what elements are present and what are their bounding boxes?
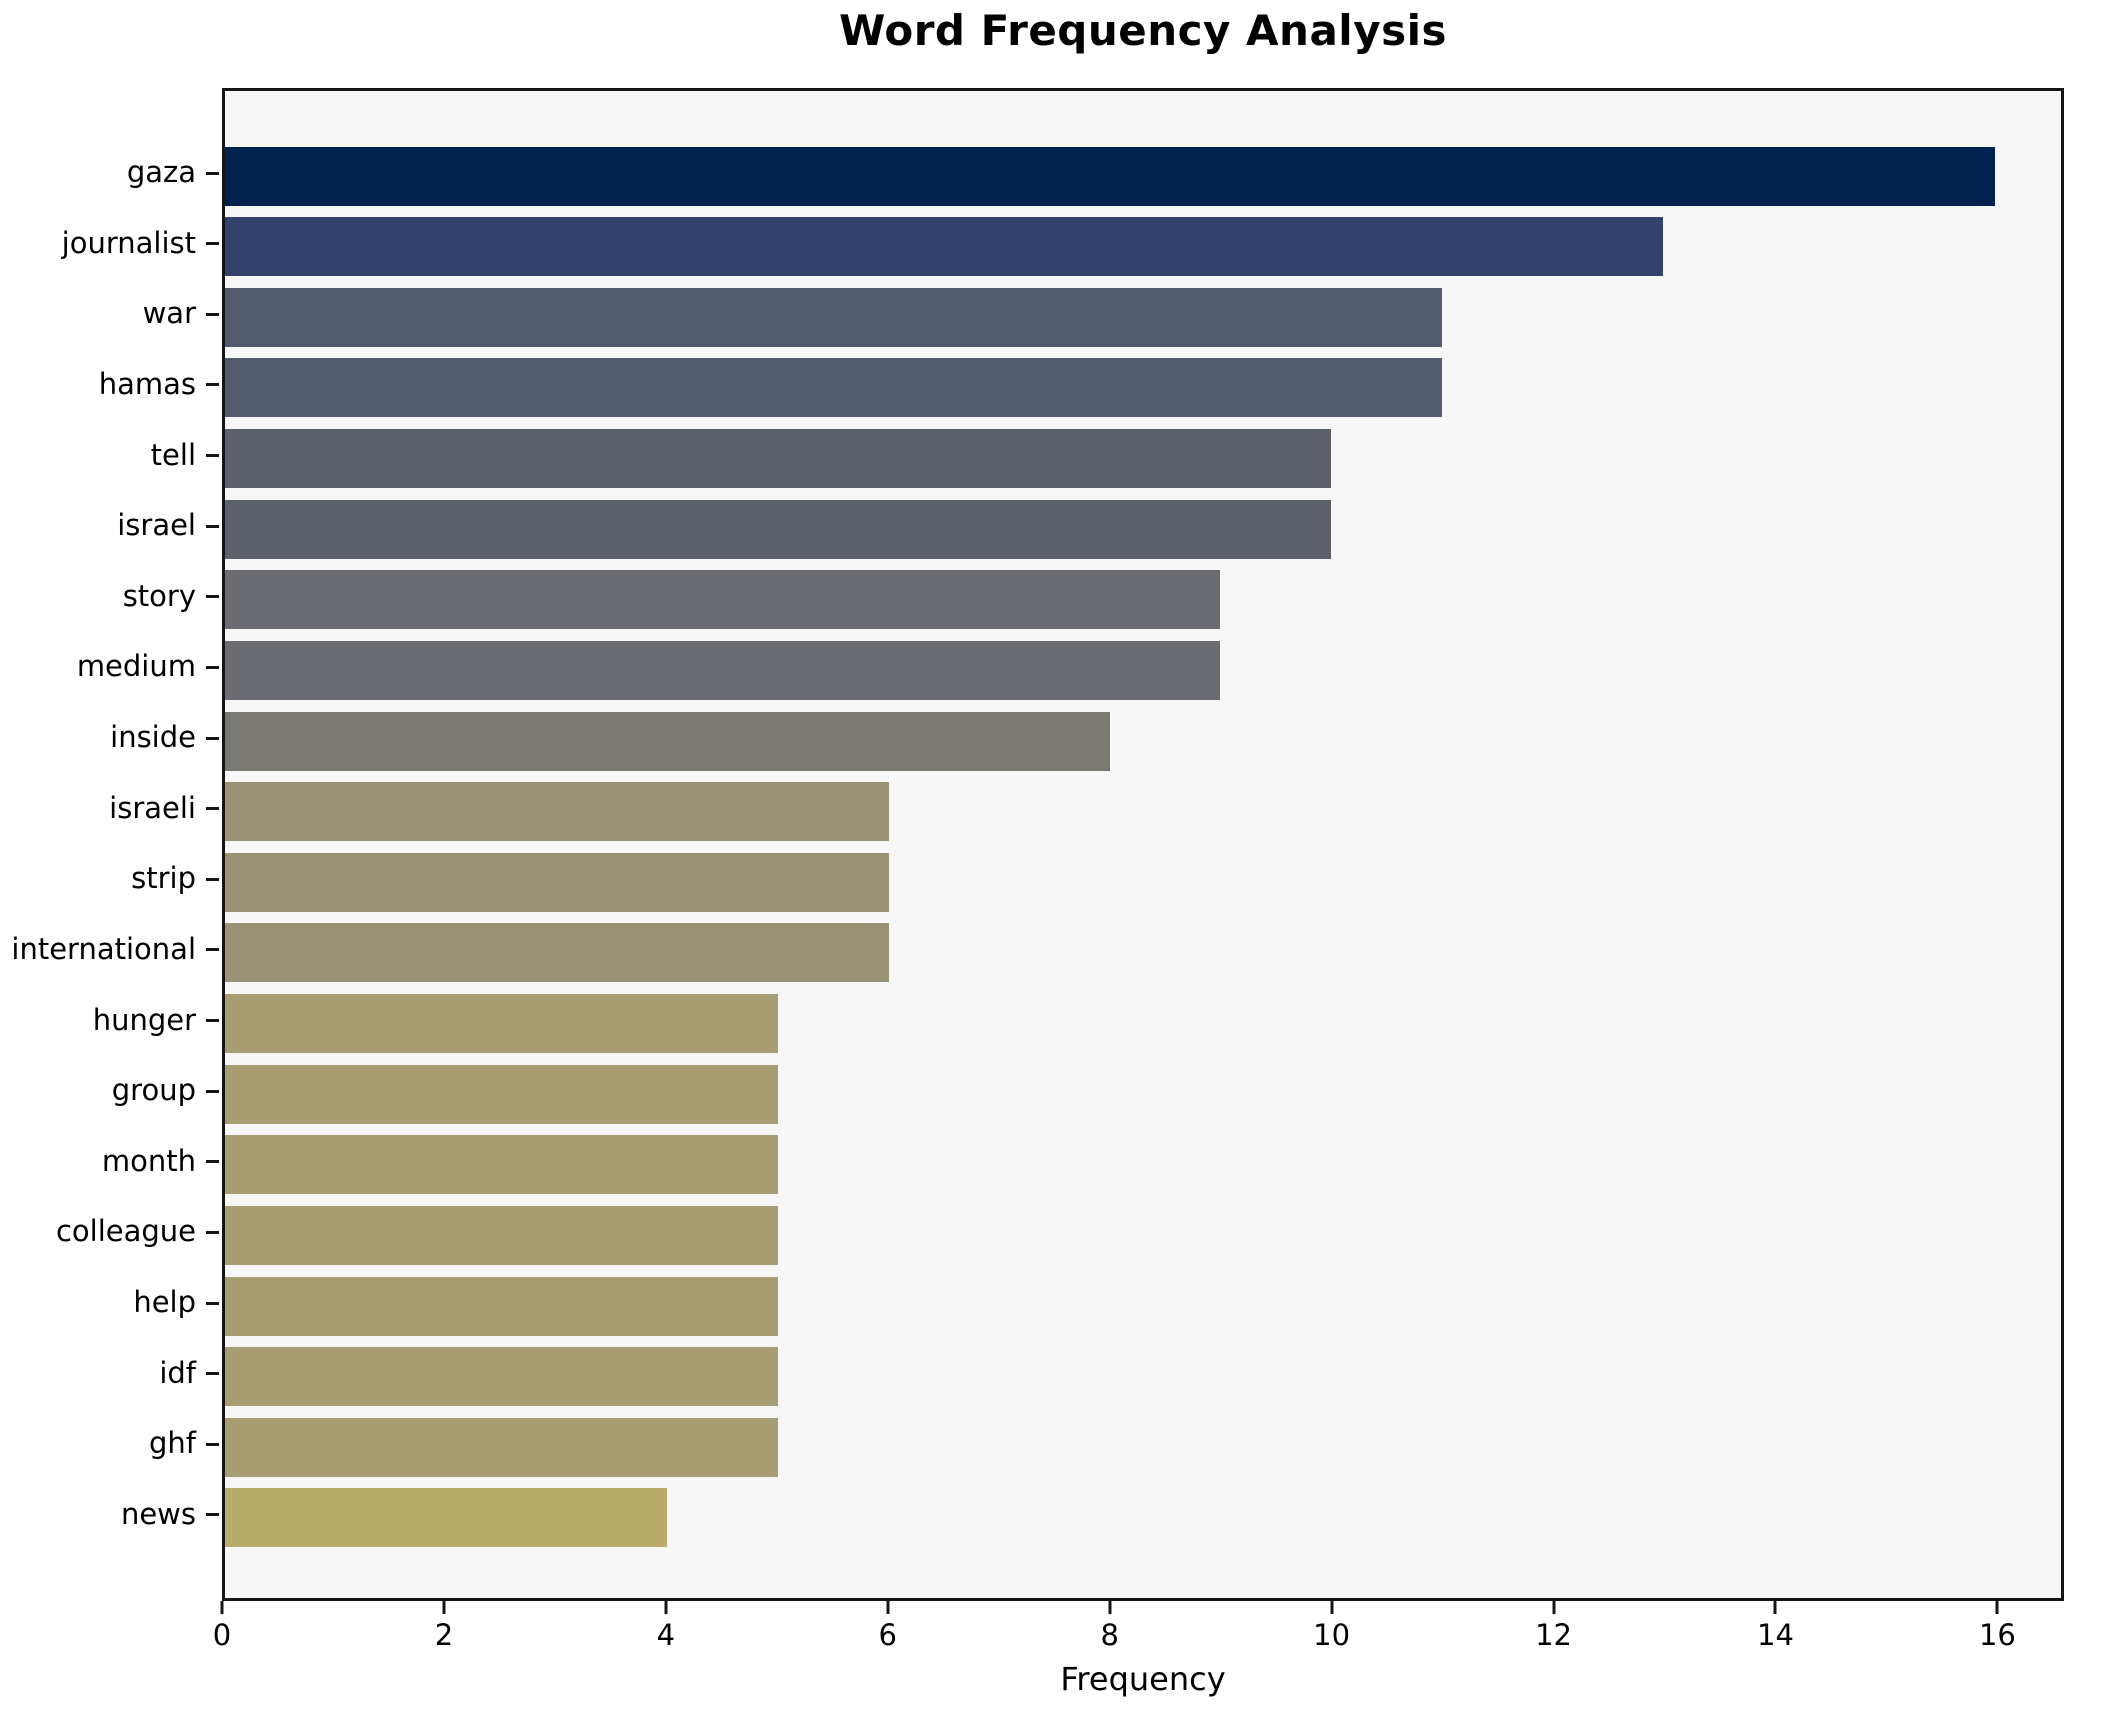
y-tick-help [206, 1301, 219, 1305]
bar-hamas [225, 358, 1442, 418]
y-label-ghf: ghf [149, 1426, 196, 1461]
bar-tell [225, 429, 1332, 489]
x-ticklabel-4: 4 [656, 1618, 676, 1652]
y-tick-journalist [206, 242, 219, 246]
chart-title: Word Frequency Analysis [839, 6, 1447, 55]
x-ticklabel-6: 6 [878, 1618, 898, 1652]
x-tick-14 [1773, 1601, 1777, 1614]
y-tick-strip [206, 877, 219, 881]
y-label-gaza: gaza [126, 155, 196, 189]
y-tick-gaza [206, 171, 219, 175]
y-tick-medium [206, 665, 219, 669]
y-tick-month [206, 1160, 219, 1164]
bar-strip [225, 852, 889, 912]
y-label-idf: idf [159, 1355, 196, 1390]
x-tick-8 [1108, 1601, 1112, 1614]
x-ticklabel-10: 10 [1313, 1618, 1351, 1652]
y-tick-war [206, 312, 219, 316]
bar-month [225, 1135, 778, 1195]
y-label-journalist: journalist [61, 225, 196, 260]
y-tick-ghf [206, 1442, 219, 1446]
y-label-month: month [101, 1143, 196, 1178]
y-tick-idf [206, 1372, 219, 1376]
y-label-hamas: hamas [98, 366, 196, 401]
y-tick-israel [206, 524, 219, 528]
y-label-strip: strip [131, 861, 196, 896]
y-label-story: story [122, 578, 196, 613]
x-tick-0 [220, 1601, 224, 1614]
x-ticklabel-0: 0 [212, 1618, 232, 1652]
x-ticklabel-14: 14 [1757, 1618, 1794, 1652]
bar-israeli [225, 782, 889, 842]
y-axis-ticks [206, 88, 222, 1601]
x-tick-16 [1995, 1601, 1999, 1614]
y-label-colleague: colleague [55, 1214, 196, 1249]
y-label-inside: inside [110, 720, 196, 755]
bar-ghf [225, 1417, 778, 1477]
x-tick-4 [664, 1601, 668, 1614]
y-label-israel: israel [117, 508, 196, 543]
bar-gaza [225, 146, 1995, 206]
x-axis-ticks [220, 1601, 2064, 1615]
bar-story [225, 570, 1221, 630]
y-tick-hamas [206, 383, 219, 387]
y-tick-group [206, 1089, 219, 1093]
x-axis-ticklabels: 0 2 4 6 8 10 12 14 16 [213, 1618, 2064, 1652]
x-tick-12 [1552, 1601, 1556, 1614]
y-label-tell: tell [150, 437, 196, 472]
bar-colleague [225, 1205, 778, 1265]
bar-israel [225, 499, 1332, 559]
bar-inside [225, 711, 1110, 771]
bar-international [225, 923, 889, 983]
x-ticklabel-12: 12 [1535, 1618, 1573, 1652]
x-axis-title: Frequency [1060, 1660, 1226, 1698]
y-label-israeli: israeli [109, 790, 196, 825]
y-label-international: international [11, 931, 196, 966]
bar-idf [225, 1347, 778, 1407]
y-tick-international [206, 948, 219, 952]
y-label-war: war [142, 296, 196, 331]
y-label-hunger: hunger [92, 1002, 196, 1037]
y-tick-inside [206, 736, 219, 740]
bar-hunger [225, 994, 778, 1054]
y-label-help: help [133, 1285, 196, 1320]
bar-medium [225, 640, 1221, 700]
x-tick-10 [1330, 1601, 1334, 1614]
y-label-news: news [120, 1496, 196, 1531]
bar-help [225, 1276, 778, 1336]
x-tick-6 [886, 1601, 890, 1614]
x-ticklabel-2: 2 [434, 1618, 454, 1652]
bar-war [225, 287, 1442, 347]
bar-journalist [225, 217, 1663, 277]
bar-news [225, 1488, 668, 1548]
y-tick-hunger [206, 1019, 219, 1023]
y-tick-story [206, 595, 219, 599]
y-tick-news [206, 1513, 219, 1517]
y-label-group: group [111, 1073, 196, 1108]
y-axis-labels: gaza journalist war hamas tell israel story med… [0, 88, 196, 1601]
x-tick-2 [442, 1601, 446, 1614]
y-tick-israeli [206, 807, 219, 811]
y-label-medium: medium [76, 649, 196, 684]
bar-group [225, 1064, 778, 1124]
y-tick-colleague [206, 1230, 219, 1234]
x-ticklabel-16: 16 [1978, 1618, 2016, 1652]
plot-area [222, 88, 2064, 1601]
x-ticklabel-8: 8 [1100, 1618, 1119, 1652]
y-tick-tell [206, 454, 219, 458]
